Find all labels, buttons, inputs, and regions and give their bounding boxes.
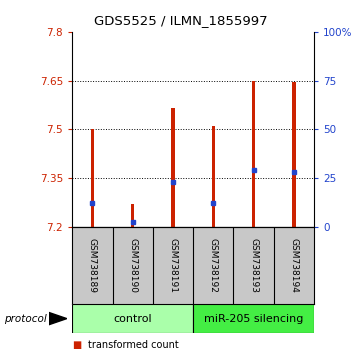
Text: GSM738192: GSM738192 (209, 238, 218, 293)
Text: GSM738191: GSM738191 (169, 238, 178, 293)
Text: GSM738190: GSM738190 (128, 238, 137, 293)
Bar (212, 126, 215, 227)
Bar (292, 82, 296, 227)
Bar (72, 304, 193, 333)
Bar (131, 204, 134, 227)
Text: GDS5525 / ILMN_1855997: GDS5525 / ILMN_1855997 (94, 14, 267, 27)
Text: GSM738193: GSM738193 (249, 238, 258, 293)
Polygon shape (49, 313, 67, 325)
Bar (193, 304, 314, 333)
Bar (91, 129, 94, 227)
Text: GSM738194: GSM738194 (290, 238, 299, 293)
Text: control: control (113, 314, 152, 324)
Text: GSM738189: GSM738189 (88, 238, 97, 293)
Text: ■: ■ (72, 340, 82, 350)
Bar (171, 108, 175, 227)
Text: miR-205 silencing: miR-205 silencing (204, 314, 303, 324)
Bar (252, 81, 255, 227)
Text: transformed count: transformed count (88, 340, 179, 350)
Text: protocol: protocol (4, 314, 46, 324)
